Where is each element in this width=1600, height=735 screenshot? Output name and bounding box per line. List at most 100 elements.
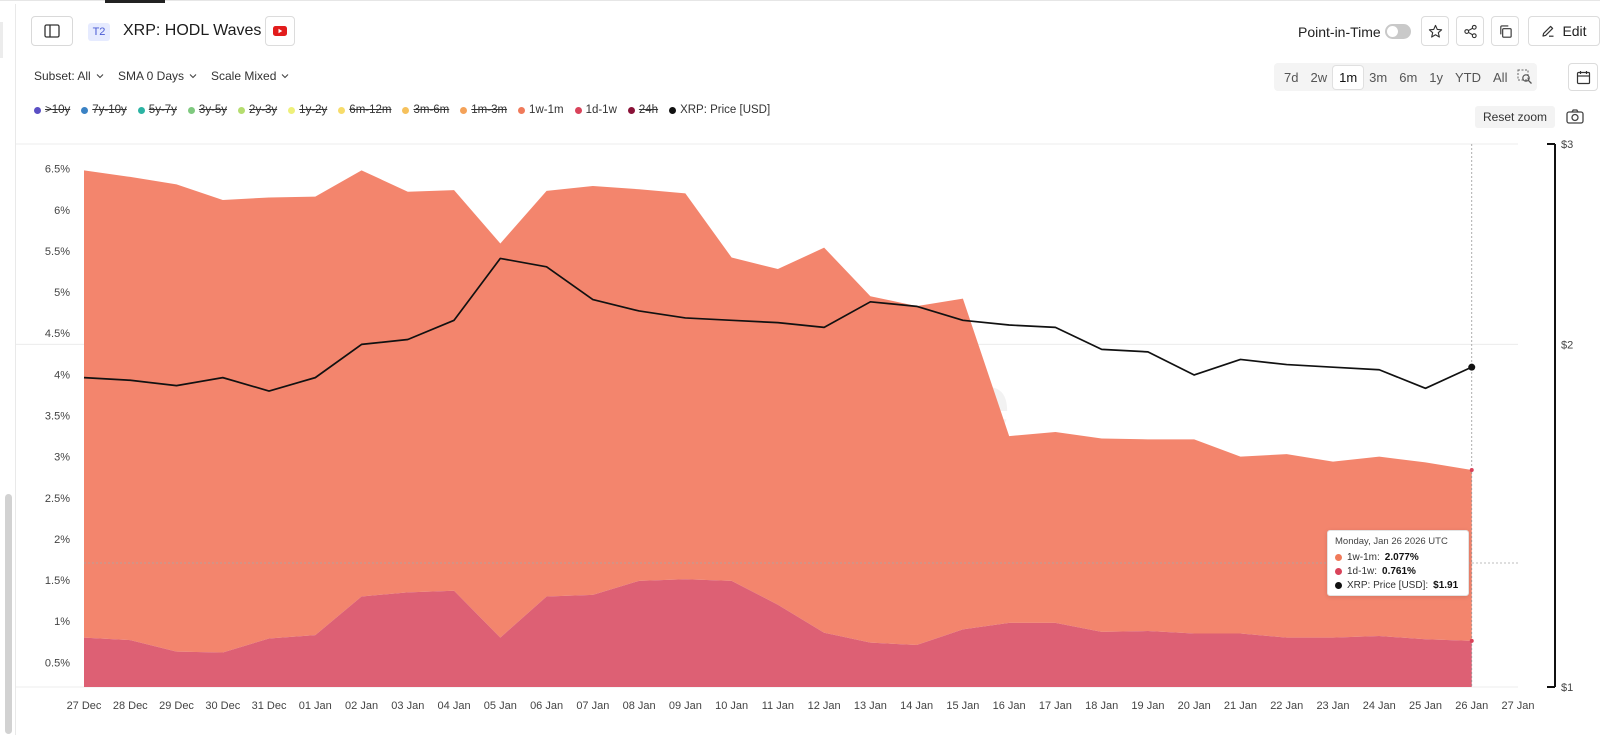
legend-label: 1d-1w [585,104,617,116]
x-tick-label: 18 Jan [1085,700,1118,712]
x-tick-label: 03 Jan [391,700,424,712]
legend-item[interactable]: 7y-10y [81,104,127,116]
legend-label: >10y [45,104,71,116]
legend-item[interactable]: 1d-1w [574,104,617,116]
legend-item[interactable]: XRP: Price [USD] [669,104,770,116]
x-tick-label: 11 Jan [762,700,794,712]
reset-zoom-button[interactable]: Reset zoom [1475,106,1556,128]
tooltip-dot [1335,582,1342,589]
favorite-button[interactable] [1421,16,1449,46]
tooltip-dot [1335,554,1342,561]
x-tick-label: 29 Dec [159,700,194,712]
legend-dot [669,106,677,114]
point-in-time-label: Point-in-Time [1298,24,1381,40]
legend-label: 1w-1m [529,104,564,116]
y-right-tick-label: $2 [1561,339,1573,351]
y-tick-label: 0.5% [45,657,70,669]
legend-label: 7y-10y [92,104,127,116]
area-1d-1w [84,579,1472,687]
range-all[interactable]: All [1493,69,1508,85]
y-tick-label: 4% [54,369,70,381]
sma-value: SMA 0 Days [118,69,185,83]
legend-item[interactable]: 3m-6m [402,104,449,116]
scrollbar-thumb[interactable] [5,494,12,734]
range-3m[interactable]: 3m [1369,69,1388,85]
legend-label: 6m-12m [349,104,392,116]
x-tick-label: 12 Jan [808,700,841,712]
tier-badge: T2 [88,23,110,41]
legend-item[interactable]: 24h [627,104,659,116]
camera-icon[interactable] [1565,108,1585,126]
range-6m[interactable]: 6m [1399,69,1418,85]
x-tick-label: 13 Jan [854,700,887,712]
sidebar-toggle-button[interactable] [31,16,73,46]
sma-dropdown[interactable]: SMA 0 Days [118,69,197,83]
x-tick-label: 10 Jan [715,700,748,712]
x-tick-label: 04 Jan [438,700,471,712]
scale-value: Scale Mixed [211,69,277,83]
y-tick-label: 1.5% [45,575,70,587]
tooltip-row-1d-1w: 1d-1w: 0.761% [1335,565,1461,578]
y-tick-label: 5.5% [45,246,70,258]
share-button[interactable] [1456,16,1484,46]
video-button[interactable] [265,16,295,46]
x-tick-label: 09 Jan [669,700,702,712]
copy-button[interactable] [1491,16,1519,46]
legend-item[interactable]: 5y-7y [137,104,177,116]
legend-label: 1y-2y [299,104,328,116]
x-tick-label: 01 Jan [299,700,332,712]
tooltip-label: XRP: Price [USD]: [1347,580,1429,591]
marker-1w-1m [1469,467,1474,472]
range-7d[interactable]: 7d [1284,69,1299,85]
legend-item[interactable]: 1w-1m [518,104,564,116]
tooltip-row-price: XRP: Price [USD]: $1.91 [1335,579,1461,592]
legend-dot [187,106,195,114]
legend-dot [574,106,582,114]
y-tick-label: 1% [54,616,70,628]
legend-item[interactable]: >10y [34,104,70,116]
marker-1d-1w [1469,638,1474,643]
x-tick-label: 27 Jan [1501,700,1534,712]
legend-label: XRP: Price [USD] [680,104,771,116]
y-tick-label: 3% [54,452,70,464]
point-in-time-toggle[interactable] [1385,24,1411,39]
legend-label: 24h [638,104,659,116]
legend-item[interactable]: 6m-12m [338,104,391,116]
subset-value: Subset: All [34,69,91,83]
legend-dot [238,106,246,114]
x-tick-label: 23 Jan [1316,700,1349,712]
legend-dot [402,106,410,114]
price-line [83,257,1473,392]
tooltip-label: 1w-1m: [1347,552,1380,563]
scale-dropdown[interactable]: Scale Mixed [211,69,289,83]
legend-item[interactable]: 3y-5y [187,104,228,116]
zoom-select-icon[interactable] [1517,69,1533,85]
y-tick-label: 3.5% [45,411,70,423]
range-1y[interactable]: 1y [1429,69,1444,85]
y-tick-label: 2.5% [45,493,70,505]
legend-dot [338,106,346,114]
copy-icon [1499,24,1512,38]
calendar-button[interactable] [1568,63,1598,91]
x-tick-label: 19 Jan [1131,700,1164,712]
subset-dropdown[interactable]: Subset: All [34,69,104,83]
range-ytd[interactable]: YTD [1455,69,1482,85]
range-2w[interactable]: 2w [1310,69,1328,85]
tooltip-value: $1.91 [1433,580,1459,591]
chart-legend: >10y 7y-10y 5y-7y 3y-5y 2y-3y 1y-2y 6m-12m 3m-6… [34,104,770,116]
x-tick-label: 22 Jan [1270,700,1303,712]
range-1m[interactable]: 1m [1333,65,1364,89]
legend-item[interactable]: 1y-2y [288,104,327,116]
chart-controls: Subset: All SMA 0 Days Scale Mixed 7d 2w… [16,63,1600,91]
legend-label: 3m-6m [413,104,450,116]
legend-item[interactable]: 2y-3y [238,104,277,116]
calendar-icon [1576,70,1590,84]
x-tick-label: 31 Dec [252,700,287,712]
page-title: XRP: HODL Waves [123,22,262,39]
star-icon [1428,24,1442,38]
tooltip-dot [1335,568,1342,575]
legend-label: 3y-5y [198,104,228,116]
left-scrollbar[interactable] [0,4,16,735]
legend-item[interactable]: 1m-3m [460,104,507,116]
